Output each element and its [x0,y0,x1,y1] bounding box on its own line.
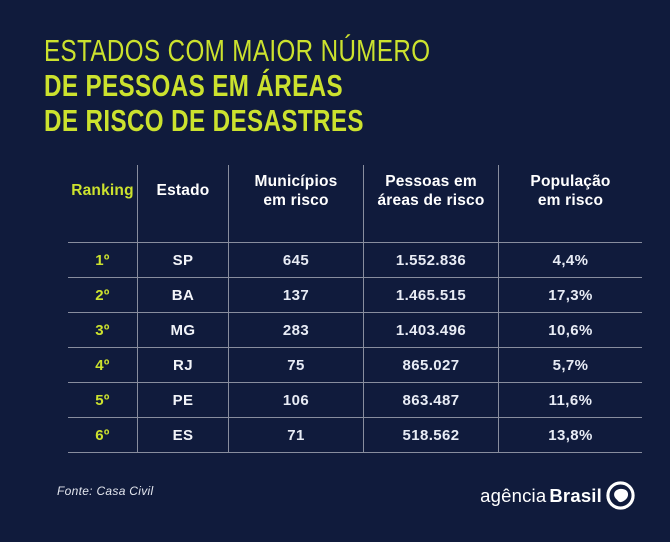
municipios-cell: 645 [229,243,364,277]
brasil-map-icon [605,480,636,511]
state-cell: BA [138,278,229,312]
populacao-cell: 4,4% [552,251,589,269]
pessoas-cell: 1.552.836 [364,243,499,277]
table-header-row: Ranking Estado Municípios em risco Pesso… [68,165,642,242]
municipios-cell: 283 [229,313,364,347]
page-title: ESTADOS COM MAIOR NÚMERO DE PESSOAS EM Á… [44,33,430,138]
source-note: Fonte: Casa Civil [57,484,154,498]
pessoas-cell: 518.562 [364,418,499,452]
municipios-cell: 75 [229,348,364,382]
table-row: 4º RJ 75 865.027 5,7% [68,347,642,382]
rank-cell: 1º [68,243,138,277]
state-cell: MG [138,313,229,347]
state-cell: PE [138,383,229,417]
populacao-cell: 13,8% [548,426,593,444]
table-row: 5º PE 106 863.487 11,6% [68,382,642,417]
header-estado: Estado [138,165,229,242]
populacao-cell: 5,7% [552,356,589,374]
state-cell: ES [138,418,229,452]
municipios-cell: 137 [229,278,364,312]
municipios-cell: 71 [229,418,364,452]
pessoas-cell: 865.027 [364,348,499,382]
state-cell: SP [138,243,229,277]
populacao-cell: 11,6% [548,391,593,409]
header-ranking: Ranking [68,165,138,242]
state-cell: RJ [138,348,229,382]
pessoas-cell: 1.465.515 [364,278,499,312]
pessoas-cell: 863.487 [364,383,499,417]
pessoas-cell: 1.403.496 [364,313,499,347]
rank-cell: 5º [68,383,138,417]
municipios-cell: 106 [229,383,364,417]
risk-table: Ranking Estado Municípios em risco Pesso… [68,165,642,453]
rank-cell: 3º [68,313,138,347]
table-row: 1º SP 645 1.552.836 4,4% [68,242,642,277]
rank-cell: 2º [68,278,138,312]
header-pessoas-em-areas-de-risco: Pessoas em áreas de risco [364,165,499,242]
table-row: 2º BA 137 1.465.515 17,3% [68,277,642,312]
rank-cell: 6º [68,418,138,452]
rank-cell: 4º [68,348,138,382]
table-row: 3º MG 283 1.403.496 10,6% [68,312,642,347]
title-line-3: DE RISCO DE DESASTRES [44,103,364,138]
populacao-cell: 10,6% [548,321,593,339]
table-row: 6º ES 71 518.562 13,8% [68,417,642,452]
header-municipios-em-risco: Municípios em risco [229,165,364,242]
populacao-cell: 17,3% [548,286,593,304]
title-line-1: ESTADOS COM MAIOR NÚMERO [44,33,431,68]
logo-text-agencia: agência [480,484,547,506]
agencia-brasil-logo: agência Brasil [480,480,636,511]
title-line-2: DE PESSOAS EM ÁREAS [44,68,343,103]
logo-text-brasil: Brasil [549,484,602,506]
header-populacao-em-risco: População em risco [530,172,611,209]
